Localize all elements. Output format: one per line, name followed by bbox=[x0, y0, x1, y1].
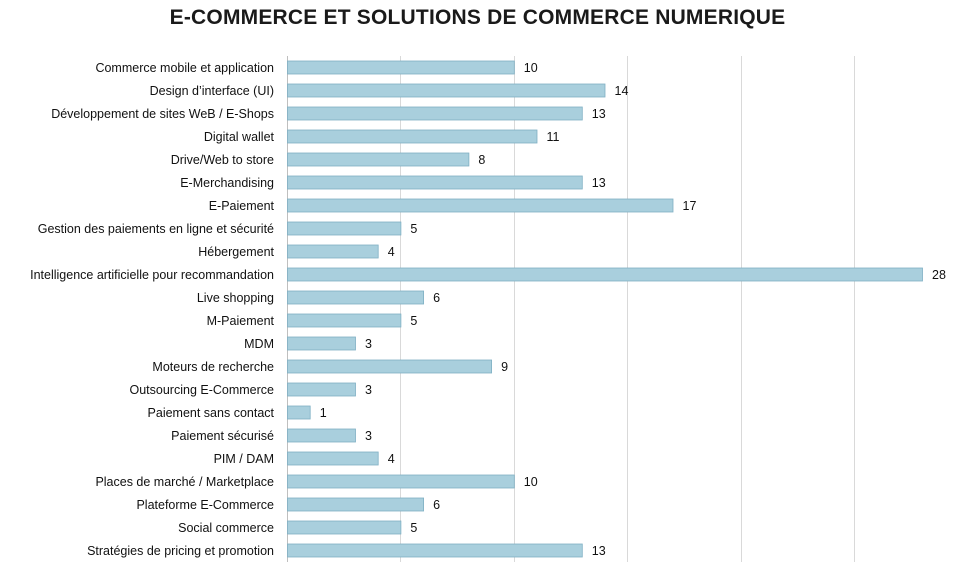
data-label: 3 bbox=[365, 337, 372, 351]
category-label: Design d’interface (UI) bbox=[150, 84, 274, 98]
data-label: 8 bbox=[478, 153, 485, 167]
bar bbox=[287, 451, 379, 466]
data-label: 10 bbox=[524, 475, 538, 489]
data-label: 5 bbox=[410, 521, 417, 535]
data-label: 13 bbox=[592, 107, 606, 121]
data-label: 4 bbox=[388, 245, 395, 259]
bar bbox=[287, 267, 923, 282]
category-label: Intelligence artificielle pour recommand… bbox=[30, 268, 274, 282]
category-label: Commerce mobile et application bbox=[95, 61, 274, 75]
data-label: 3 bbox=[365, 429, 372, 443]
bar bbox=[287, 221, 402, 236]
category-label: M-Paiement bbox=[207, 314, 275, 328]
category-label: Plateforme E-Commerce bbox=[136, 498, 274, 512]
bar bbox=[287, 60, 515, 75]
bar bbox=[287, 83, 606, 98]
data-label: 14 bbox=[615, 84, 629, 98]
bar bbox=[287, 520, 402, 535]
category-label: Drive/Web to store bbox=[171, 153, 274, 167]
category-label: PIM / DAM bbox=[214, 452, 274, 466]
data-label: 17 bbox=[683, 199, 697, 213]
category-label: Développement de sites WeB / E-Shops bbox=[51, 107, 274, 121]
data-label: 5 bbox=[410, 222, 417, 236]
data-label: 11 bbox=[547, 130, 560, 144]
category-label: Digital wallet bbox=[204, 130, 275, 144]
category-label: Paiement sécurisé bbox=[171, 429, 274, 443]
data-label: 6 bbox=[433, 498, 440, 512]
bar bbox=[287, 359, 493, 374]
data-label: 4 bbox=[388, 452, 395, 466]
category-label: Places de marché / Marketplace bbox=[95, 475, 274, 489]
bar bbox=[287, 382, 356, 397]
category-label: Social commerce bbox=[178, 521, 274, 535]
bar bbox=[287, 129, 538, 144]
bar bbox=[287, 474, 515, 489]
bar bbox=[287, 405, 311, 420]
category-label: Stratégies de pricing et promotion bbox=[87, 544, 274, 558]
data-label: 13 bbox=[592, 176, 606, 190]
data-label: 1 bbox=[320, 406, 327, 420]
data-label: 9 bbox=[501, 360, 508, 374]
category-label: Moteurs de recherche bbox=[152, 360, 274, 374]
category-label: MDM bbox=[244, 337, 274, 351]
category-label: Gestion des paiements en ligne et sécuri… bbox=[38, 222, 274, 236]
data-label: 10 bbox=[524, 61, 538, 75]
data-label: 28 bbox=[932, 268, 946, 282]
bar bbox=[287, 313, 402, 328]
bar bbox=[287, 175, 583, 190]
bar bbox=[287, 106, 583, 121]
bar bbox=[287, 244, 379, 259]
data-label: 6 bbox=[433, 291, 440, 305]
category-label: Paiement sans contact bbox=[148, 406, 275, 420]
data-label: 13 bbox=[592, 544, 606, 558]
category-label: E-Merchandising bbox=[180, 176, 274, 190]
bar bbox=[287, 336, 356, 351]
bar bbox=[287, 428, 356, 443]
category-label: Outsourcing E-Commerce bbox=[130, 383, 275, 397]
bar bbox=[287, 543, 583, 558]
bar bbox=[287, 497, 425, 512]
category-label: Hébergement bbox=[198, 245, 274, 259]
bar bbox=[287, 152, 470, 167]
data-label: 3 bbox=[365, 383, 372, 397]
category-label: Live shopping bbox=[197, 291, 274, 305]
category-label: E-Paiement bbox=[209, 199, 275, 213]
chart-title: E-COMMERCE ET SOLUTIONS DE COMMERCE NUME… bbox=[169, 6, 786, 29]
bar bbox=[287, 290, 425, 305]
bar bbox=[287, 198, 674, 213]
data-label: 5 bbox=[410, 314, 417, 328]
